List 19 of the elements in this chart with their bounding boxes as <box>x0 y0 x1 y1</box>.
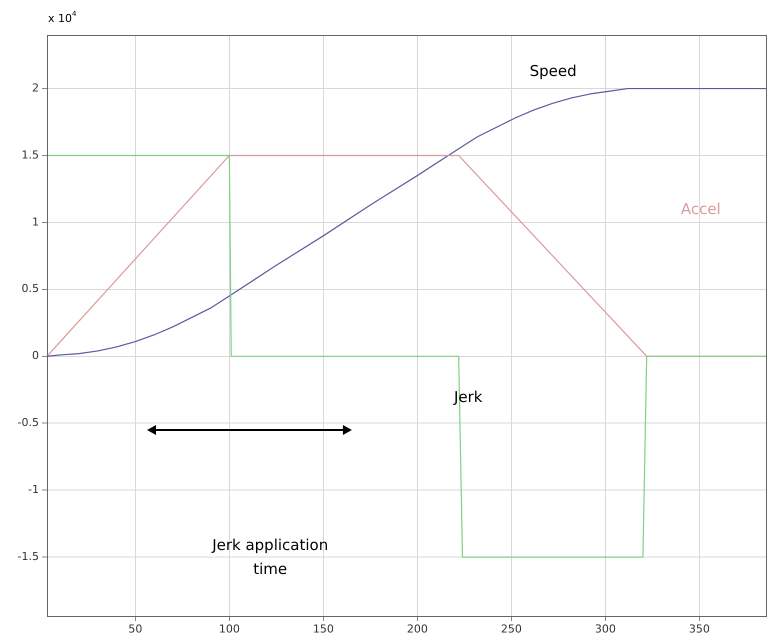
series-label: Jerk <box>452 388 483 406</box>
y-tick-label: -1 <box>28 483 39 496</box>
y-tick-label: -0.5 <box>18 416 39 430</box>
x-tick-label: 150 <box>312 622 334 634</box>
text: Accel <box>680 200 721 218</box>
y-tick-label: 1 <box>32 215 39 228</box>
y-tick-label: -1.5 <box>18 550 39 563</box>
y-tick-label: 0 <box>32 349 39 362</box>
x-tick-label: 350 <box>688 622 710 634</box>
x-tick-label: 250 <box>500 622 522 634</box>
x-tick-label: 200 <box>406 622 428 634</box>
annotation: Jerk application time <box>211 536 328 578</box>
x-tick-label: 50 <box>128 622 142 634</box>
series-label: Speed <box>530 62 577 80</box>
x-tick-label: 300 <box>594 622 616 634</box>
y-tick-label: 2 <box>32 81 39 94</box>
y-tick-label: 0.5 <box>22 282 39 296</box>
y-tick-label: 1.5 <box>22 148 39 162</box>
x-tick-label: 100 <box>218 622 240 634</box>
